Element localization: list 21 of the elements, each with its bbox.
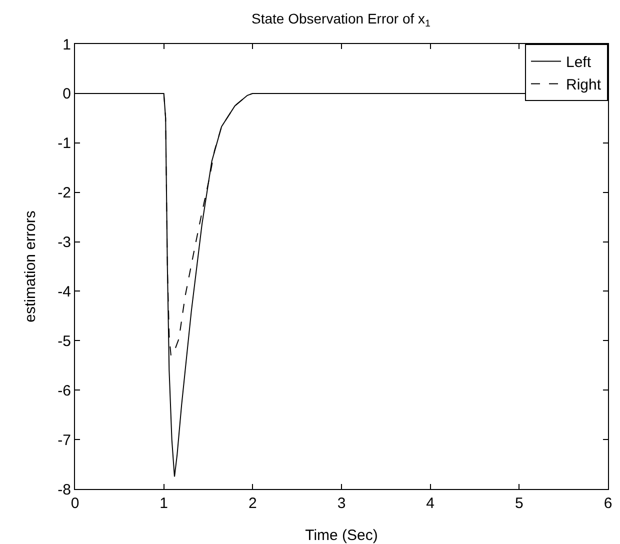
y-tick-label: 1 <box>62 36 71 54</box>
x-tick-label: 6 <box>604 495 612 512</box>
y-tick-label: -4 <box>58 283 71 300</box>
y-tick-label: -7 <box>58 432 71 449</box>
legend-label: Right <box>566 76 602 94</box>
x-tick-label: 5 <box>515 495 524 512</box>
x-tick-label: 4 <box>426 495 434 512</box>
legend-label: Left <box>566 54 592 72</box>
y-tick-label: -8 <box>58 481 71 498</box>
y-tick-label: -2 <box>58 184 71 202</box>
y-tick-label: -5 <box>58 332 71 350</box>
y-tick-label: -1 <box>58 135 71 152</box>
y-axis-title: estimation errors <box>22 210 39 322</box>
x-axis-title: Time (Sec) <box>305 527 378 544</box>
chart-title: State Observation Error of x$_{1}$ <box>252 10 430 30</box>
x-tick-label: 1 <box>160 495 168 512</box>
x-tick-label: 3 <box>337 495 346 512</box>
y-tick-label: -6 <box>58 382 71 400</box>
x-tick-label: 2 <box>248 495 257 512</box>
y-tick-label: 0 <box>62 86 71 103</box>
y-tick-label: -3 <box>58 234 71 252</box>
